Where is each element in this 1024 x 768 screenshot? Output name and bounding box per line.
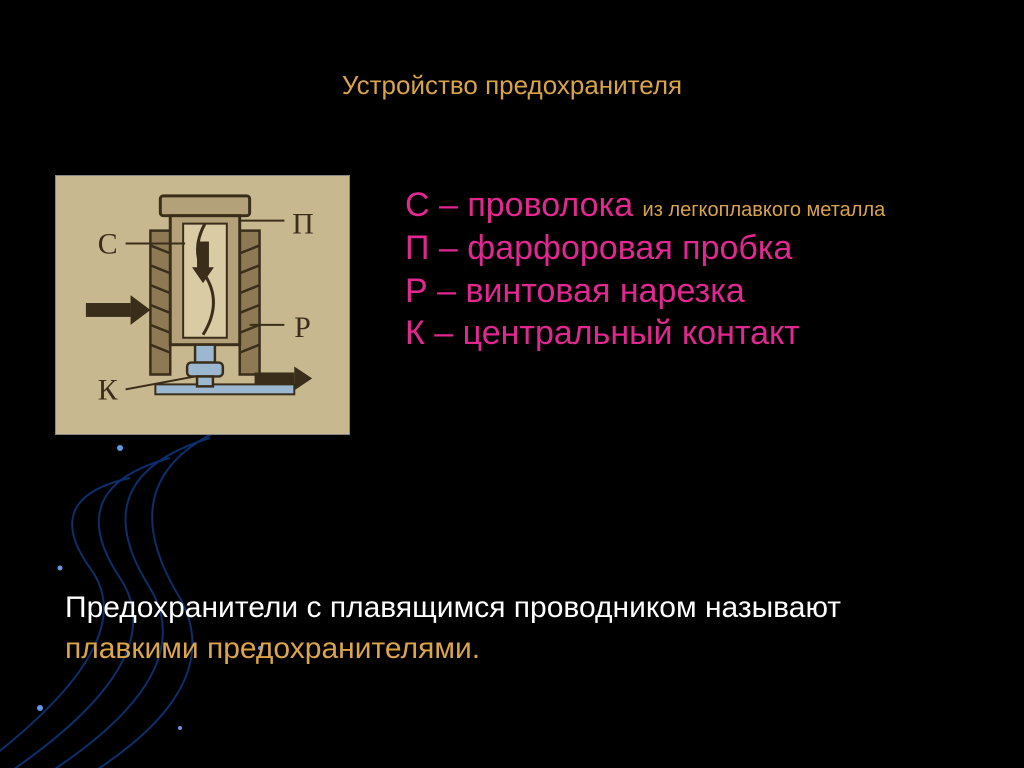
legend-letter: К [405,314,425,352]
legend-main: – проволока [430,186,643,224]
legend-row-p: П – фарфоровая пробка [405,228,985,269]
legend-row-r: Р – винтовая нарезка [405,271,985,312]
diagram-label-k: К [98,373,118,406]
legend-letter: Р [405,272,428,310]
slide-title: Устройство предохранителя [0,70,1024,101]
bottom-text-part1: Предохранители с плавящимся проводником … [65,591,841,624]
diagram-label-p: П [292,208,314,241]
bottom-text-part2: плавкими предохранителями. [65,632,480,665]
legend-letter: С [405,186,430,224]
legend-main: – фарфоровая пробка [429,229,792,267]
diagram-label-r: Р [294,311,311,344]
legend-main: – винтовая нарезка [428,272,745,310]
legend-main: – центральный контакт [425,314,800,352]
legend-sub: из легкоплавкого металла [643,199,886,221]
diagram-label-c: С [98,227,118,260]
legend-letter: П [405,229,429,267]
legend: С – проволока из легкоплавкого металла П… [405,185,985,356]
bottom-text: Предохранители с плавящимся проводником … [65,588,945,669]
fuse-diagram: С П Р К [55,175,350,435]
legend-row-c: С – проволока из легкоплавкого металла [405,185,985,226]
legend-row-k: К – центральный контакт [405,313,985,354]
